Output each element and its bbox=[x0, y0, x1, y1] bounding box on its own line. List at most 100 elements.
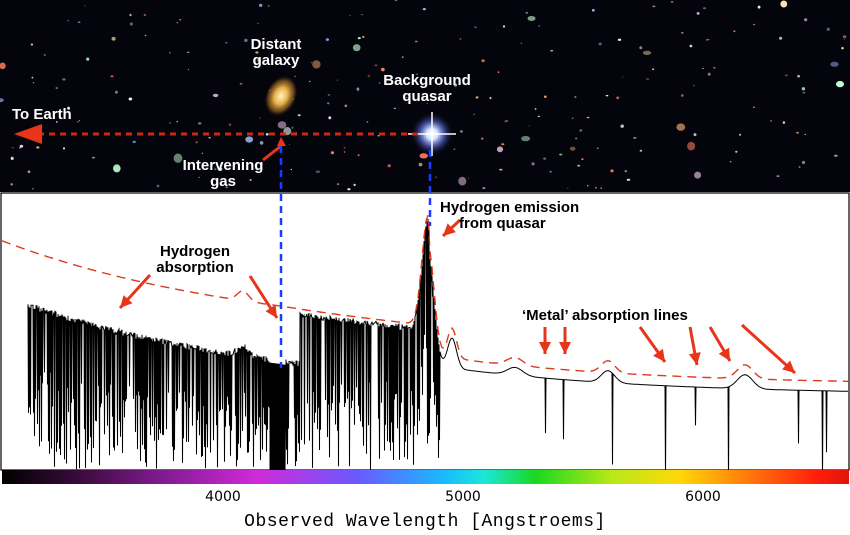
background-galaxy bbox=[693, 85, 695, 87]
background-galaxy bbox=[435, 176, 437, 178]
background-galaxy bbox=[575, 137, 578, 140]
background-galaxy bbox=[752, 106, 756, 109]
background-galaxy bbox=[770, 119, 772, 122]
annotation-arrowhead bbox=[265, 304, 277, 318]
background-galaxy bbox=[78, 120, 81, 122]
deep-field-image: Distant galaxy Background quasar To Eart… bbox=[0, 0, 850, 192]
background-galaxy bbox=[265, 133, 269, 136]
background-galaxy bbox=[733, 30, 736, 33]
background-galaxy bbox=[11, 147, 14, 149]
background-galaxy bbox=[574, 96, 577, 98]
background-galaxy bbox=[10, 183, 13, 186]
background-galaxy bbox=[110, 75, 114, 78]
annotation-arrowhead bbox=[443, 223, 456, 236]
background-galaxy bbox=[836, 80, 844, 88]
background-galaxy bbox=[297, 114, 301, 117]
background-galaxy bbox=[169, 51, 171, 54]
background-galaxy bbox=[62, 147, 66, 150]
background-galaxy bbox=[843, 39, 845, 40]
background-galaxy bbox=[208, 136, 211, 139]
background-galaxy bbox=[481, 137, 484, 140]
background-galaxy bbox=[624, 170, 628, 173]
background-galaxy bbox=[694, 171, 702, 179]
background-galaxy bbox=[804, 133, 807, 135]
background-galaxy bbox=[169, 122, 172, 124]
label-metal-lines: ‘Metal’ absorption lines bbox=[522, 307, 688, 324]
background-galaxy bbox=[687, 141, 696, 151]
background-galaxy bbox=[616, 96, 620, 100]
label-line: Intervening bbox=[182, 157, 264, 174]
background-galaxy bbox=[76, 121, 79, 123]
background-galaxy bbox=[639, 149, 643, 152]
background-galaxy bbox=[393, 107, 396, 109]
background-galaxy bbox=[32, 82, 35, 84]
background-galaxy bbox=[468, 177, 470, 179]
background-galaxy bbox=[633, 136, 637, 139]
background-galaxy bbox=[534, 108, 537, 110]
quasar-spectrum bbox=[27, 218, 848, 480]
annotation-arrowhead bbox=[782, 360, 795, 373]
label-line: Background bbox=[383, 72, 471, 89]
background-galaxy bbox=[676, 123, 686, 131]
background-galaxy bbox=[587, 185, 589, 187]
background-galaxy bbox=[291, 126, 294, 129]
background-galaxy bbox=[255, 51, 259, 54]
background-galaxy bbox=[361, 36, 365, 38]
background-galaxy bbox=[544, 95, 547, 98]
background-galaxy bbox=[19, 147, 21, 149]
background-galaxy bbox=[537, 25, 541, 27]
background-galaxy bbox=[841, 47, 844, 50]
wavelength-color-bar bbox=[2, 470, 849, 484]
background-galaxy bbox=[567, 187, 569, 189]
label-distant-galaxy: Distant galaxy bbox=[236, 37, 316, 69]
background-galaxy bbox=[347, 188, 351, 191]
background-galaxy bbox=[598, 42, 602, 46]
annotation-arrowhead bbox=[653, 348, 665, 362]
background-galaxy bbox=[245, 136, 254, 143]
background-galaxy bbox=[43, 54, 47, 56]
background-galaxy bbox=[55, 121, 58, 123]
background-galaxy bbox=[259, 141, 264, 145]
background-galaxy bbox=[689, 44, 693, 48]
continuum-fit bbox=[1, 214, 848, 382]
background-galaxy bbox=[129, 13, 132, 17]
background-galaxy bbox=[353, 183, 356, 187]
background-galaxy bbox=[802, 160, 805, 165]
background-galaxy bbox=[670, 1, 674, 3]
background-galaxy bbox=[569, 146, 576, 151]
background-galaxy bbox=[315, 170, 321, 173]
background-galaxy bbox=[579, 129, 583, 132]
background-galaxy bbox=[521, 135, 531, 142]
background-galaxy bbox=[328, 116, 332, 120]
background-galaxy bbox=[596, 147, 599, 149]
background-galaxy bbox=[458, 176, 467, 186]
background-galaxy bbox=[367, 75, 371, 77]
background-galaxy bbox=[19, 144, 24, 148]
background-galaxy bbox=[453, 148, 456, 150]
background-galaxy bbox=[499, 168, 503, 171]
background-galaxy bbox=[559, 153, 563, 156]
to-earth-arrowhead bbox=[14, 124, 42, 144]
background-galaxy bbox=[525, 12, 529, 14]
background-galaxy bbox=[224, 41, 228, 44]
background-galaxy bbox=[414, 40, 418, 43]
background-galaxy bbox=[201, 152, 204, 154]
background-galaxy bbox=[30, 43, 34, 46]
background-galaxy bbox=[378, 82, 381, 84]
background-galaxy bbox=[27, 170, 31, 173]
background-galaxy bbox=[380, 67, 385, 72]
background-galaxy bbox=[288, 143, 291, 145]
tick-label: 5000 bbox=[445, 489, 481, 505]
annotation-arrowhead bbox=[688, 352, 701, 365]
background-galaxy bbox=[239, 82, 243, 85]
background-galaxy bbox=[86, 57, 90, 61]
background-galaxy bbox=[225, 186, 229, 189]
background-galaxy bbox=[779, 36, 783, 40]
background-galaxy bbox=[537, 115, 541, 118]
gas-arrow-shaft bbox=[262, 144, 282, 162]
label-line: quasar bbox=[402, 88, 452, 105]
label-background-quasar: Background quasar bbox=[367, 73, 487, 105]
background-galaxy bbox=[294, 75, 297, 77]
background-galaxy bbox=[77, 21, 81, 23]
background-galaxy bbox=[620, 124, 624, 128]
